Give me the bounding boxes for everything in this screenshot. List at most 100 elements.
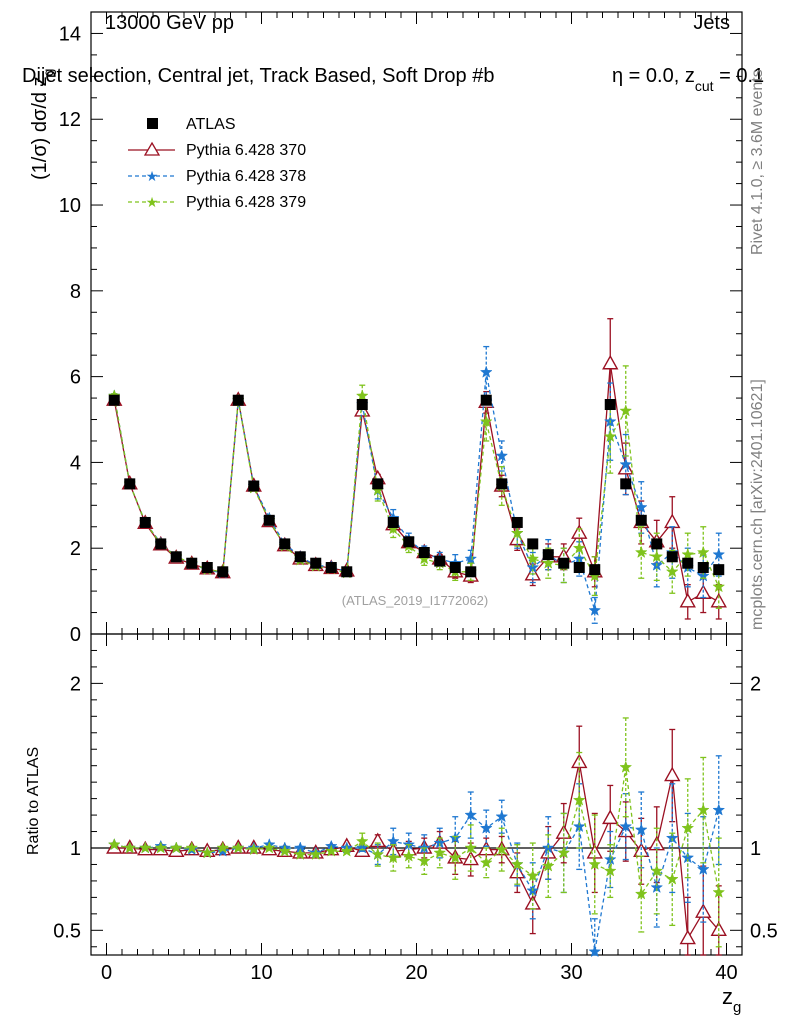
ratio-p370-point [664,766,681,782]
main-p378-point [634,500,648,513]
ratio-p370-point [602,809,619,825]
main-p378-line [113,372,720,611]
process-label: Jets [693,12,730,34]
ratio-p379-point [123,841,137,854]
ratio-p379-point [619,760,633,773]
main-atlas-point [170,551,182,563]
main-p379-point [712,580,726,593]
main-atlas-point [294,551,306,563]
main-atlas-point [480,394,492,406]
ratio-p379-point [371,847,385,860]
ratio-p379-point [231,841,245,854]
main-p379-line [113,395,720,588]
main-ylabel: (1/σ) dσ/d zg [29,69,56,180]
main-atlas-point [201,562,213,574]
ratio-p378-point [619,819,633,833]
ratio-p379-point [138,841,152,854]
main-ytick-label: 12 [59,109,81,131]
main-series-atlas [108,394,725,578]
ratio-xtick-label: 40 [715,962,737,984]
x-axis-label-text: z [722,984,733,1009]
ratio-p379-point [185,841,199,854]
ratio-p379-point [495,842,509,856]
legend-p370-label: Pythia 6.428 370 [186,142,306,159]
ratio-xtick-label: 20 [405,962,427,984]
ratio-p379-point [278,844,292,857]
ratio-p379-point [355,834,369,847]
plot-title-cut: η = 0.0, zcut = 0.1 [612,65,764,94]
ratio-p378-point [479,821,493,834]
ratio-p379-point [200,846,214,859]
ratio-p379-point [526,869,540,882]
main-p379-point [510,526,524,539]
main-p379-point [541,556,555,569]
main-p378-point [479,365,493,378]
main-p379-point [681,547,695,561]
legend-atlas-label: ATLAS [186,116,236,133]
main-atlas-point [217,566,229,578]
main-atlas-point [248,480,260,492]
ratio-p378-point [634,823,648,836]
ratio-panel: 0 10 20 30 40 0.5 0.5 1 1 2 2 [53,633,778,984]
main-atlas-point [542,549,554,561]
rivet-label: Rivet 4.1.0, ≥ 3.6M events [749,69,766,255]
main-atlas-point [155,538,167,550]
main-series-p370 [106,318,727,620]
main-p379-point [479,414,493,428]
ratio-p379-point [448,851,462,864]
main-atlas-point [713,564,725,576]
main-ytick-label: 8 [70,281,81,303]
main-ytick-label: 2 [70,538,81,560]
main-p379-point [665,565,679,578]
ratio-p379-point [464,841,478,854]
mcplots-label: mcplots.cern.ch [arXiv:2401.10621] [749,379,766,630]
main-p379-point [526,552,540,565]
ratio-p379-point [572,793,586,806]
main-p370-point [617,459,634,475]
main-p379-point [634,545,648,559]
plot-title-suffix: η = 0.0, z [612,65,695,87]
main-ytick-label: 4 [70,452,81,474]
ratio-p379-point [479,856,493,869]
main-atlas-point [573,562,585,574]
main-ytick-label: 10 [59,195,81,217]
main-p378-point [495,449,509,462]
x-axis-label: zg [722,984,741,1016]
ratio-p370-point [462,850,479,866]
ratio-p379-point [107,837,121,851]
plot-title: Dijet selection, Central jet, Track Base… [22,65,494,87]
main-atlas-point [263,514,275,526]
ratio-p379-point [712,885,726,898]
main-p378-point [464,552,478,565]
main-p378-point [619,457,633,470]
main-atlas-point [434,555,446,567]
main-atlas-point [139,516,151,528]
main-atlas-point [558,557,570,569]
plot-title-sub: cut [695,78,714,94]
main-atlas-point [403,536,415,548]
ratio-p379-point [309,847,323,860]
main-p370-point [602,354,619,370]
main-atlas-point [325,562,337,574]
ratio-p378-point [464,808,478,821]
legend-p370-marker [143,141,161,156]
main-atlas-point [418,546,430,558]
main-atlas-point [387,516,399,528]
main-panel: 0 2 4 6 8 10 12 14 [59,11,743,646]
ratio-p379-point [603,864,617,877]
ratio-p379-point [262,841,276,854]
ratio-p379-point [216,841,230,854]
ratio-p379-point [433,846,447,859]
main-p379-point [355,389,369,402]
ratio-p378-point [588,944,602,958]
main-ytick-label: 6 [70,367,81,389]
main-ylabel-text: (1/σ) dσ/d z [29,76,51,180]
ratio-p378-point [386,834,400,847]
ratio-p379-point [340,844,354,857]
ratio-p379-point [293,847,307,860]
ratio-p379-point [557,846,571,859]
main-atlas-point [511,516,523,528]
legend-p378-label: Pythia 6.428 378 [186,168,306,185]
main-atlas-point [108,394,120,406]
main-p370-point [679,592,696,608]
